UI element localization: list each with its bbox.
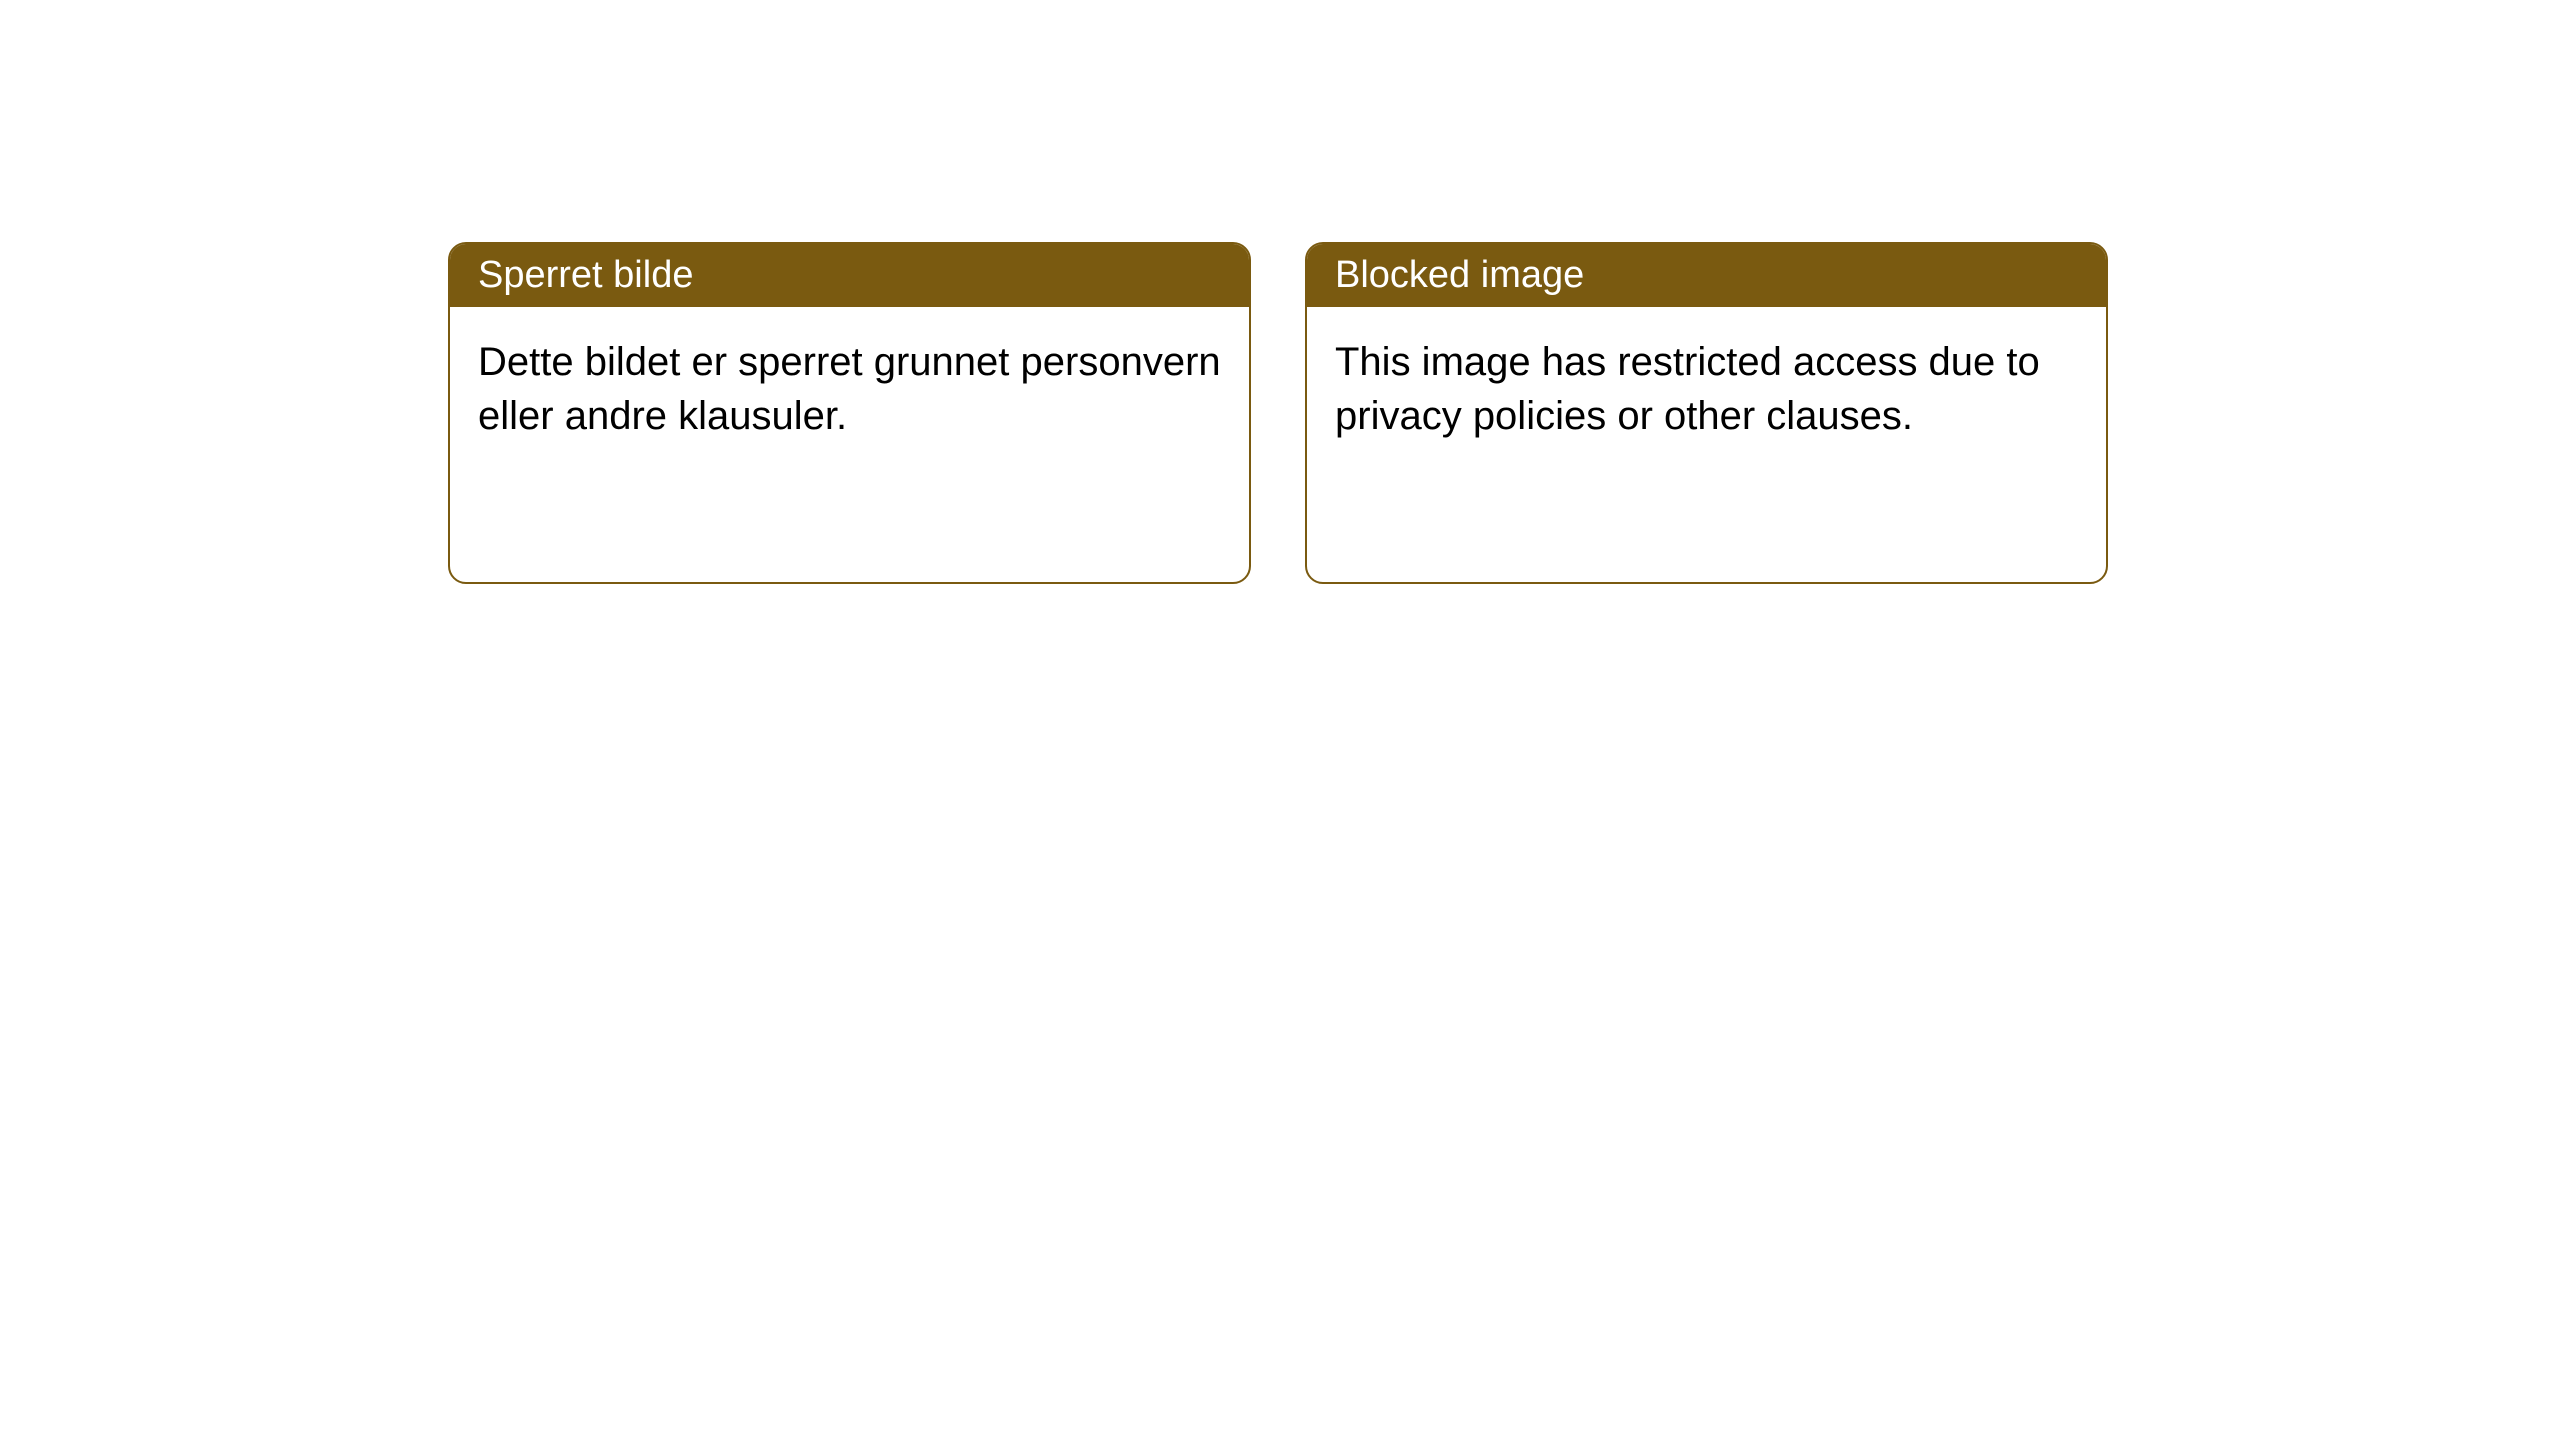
card-body-text-no: Dette bildet er sperret grunnet personve… [478,340,1221,438]
blocked-image-card-en: Blocked image This image has restricted … [1305,242,2108,584]
card-header-en: Blocked image [1307,244,2106,307]
card-body-text-en: This image has restricted access due to … [1335,340,2040,438]
card-body-en: This image has restricted access due to … [1307,307,2106,582]
cards-container: Sperret bilde Dette bildet er sperret gr… [448,242,2108,584]
card-title-no: Sperret bilde [478,254,693,296]
card-body-no: Dette bildet er sperret grunnet personve… [450,307,1249,582]
card-header-no: Sperret bilde [450,244,1249,307]
card-title-en: Blocked image [1335,254,1584,296]
blocked-image-card-no: Sperret bilde Dette bildet er sperret gr… [448,242,1251,584]
